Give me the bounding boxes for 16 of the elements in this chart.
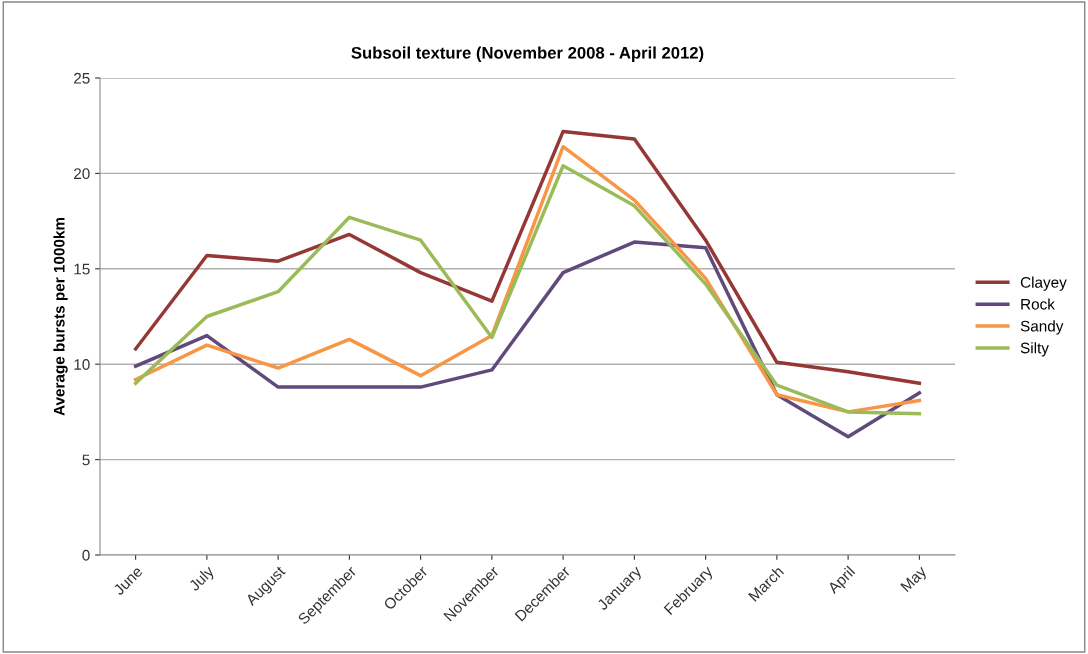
legend-label: Rock <box>1021 298 1055 310</box>
y-tick-label: 25 <box>74 72 90 84</box>
y-axis-title: Average bursts per 1000km <box>53 217 68 416</box>
legend-label: Sandy <box>1020 320 1064 335</box>
line-series <box>133 240 922 439</box>
y-tick-label: 10 <box>74 359 90 370</box>
x-tick-label: July <box>187 564 217 594</box>
legend-label: Clayey <box>1020 276 1067 291</box>
line-series <box>133 129 922 386</box>
legend-label: Silty <box>1020 342 1049 357</box>
y-tick-label: 15 <box>74 263 90 275</box>
x-tick-label: May <box>900 565 930 595</box>
chart-title: Subsoil texture (November 2008 - April 2012) <box>351 46 704 63</box>
y-tick-label: 0 <box>82 549 90 561</box>
y-tick-label: 20 <box>74 168 90 180</box>
y-tick-label: 5 <box>82 454 90 466</box>
